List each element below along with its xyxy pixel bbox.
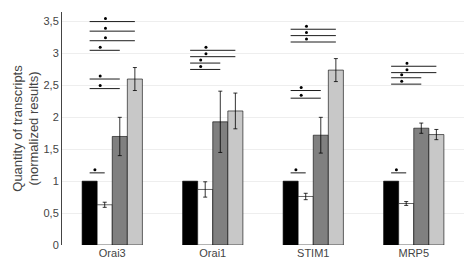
svg-text:MRP5: MRP5: [398, 247, 429, 259]
svg-text:3: 3: [53, 47, 59, 59]
svg-text:3,5: 3,5: [44, 15, 59, 27]
svg-text:0,5: 0,5: [44, 207, 59, 219]
svg-text:Orai1: Orai1: [199, 247, 226, 259]
svg-text:2: 2: [53, 111, 59, 123]
svg-text:2,5: 2,5: [44, 79, 59, 91]
svg-text:1: 1: [53, 175, 59, 187]
svg-text:STIM1: STIM1: [297, 247, 329, 259]
svg-text:Quantity of transcripts(normal: Quantity of transcripts(normalized resul…: [10, 65, 42, 192]
svg-text:0: 0: [53, 239, 59, 251]
svg-text:1,5: 1,5: [44, 143, 59, 155]
svg-text:Orai3: Orai3: [99, 247, 126, 259]
